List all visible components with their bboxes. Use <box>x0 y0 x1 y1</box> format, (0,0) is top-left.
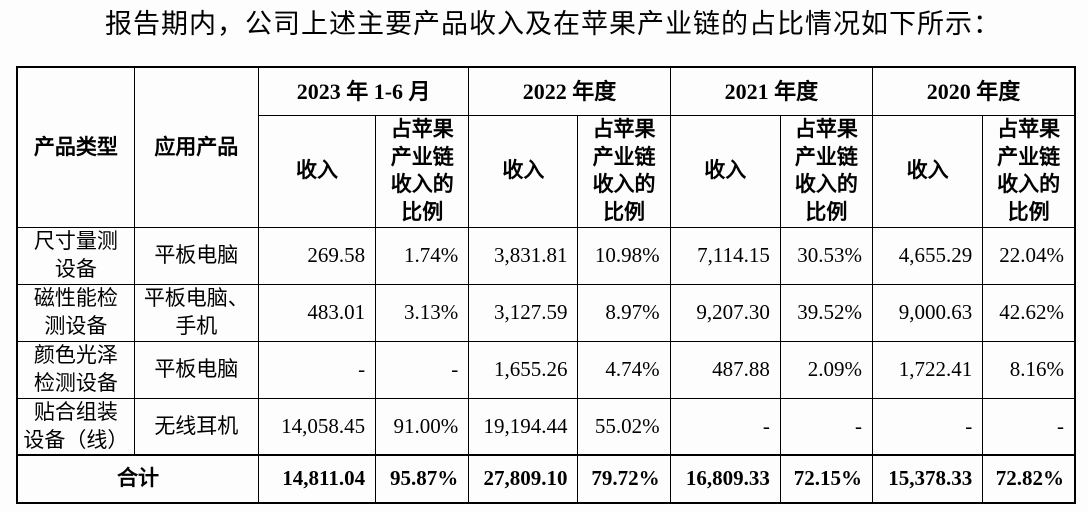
product-type-cell: 颜色光泽 检测设备 <box>16 340 135 399</box>
product-type-cell: 磁性能检 测设备 <box>16 283 135 342</box>
ratio-header-text: 占苹果 产业链 收入的 比例 <box>794 116 858 225</box>
ratio-cell: 30.53% <box>779 226 874 285</box>
period-header-2020: 2020 年度 <box>872 66 1076 116</box>
revenue-header-2023h1: 收入 <box>257 114 377 228</box>
ratio-cell: 10.98% <box>577 226 671 285</box>
applied-product-cell: 无线耳机 <box>133 397 259 456</box>
revenue-cell: 7,114.15 <box>669 226 781 285</box>
revenue-cell: 3,831.81 <box>468 226 579 285</box>
ratio-cell: 8.16% <box>982 340 1076 399</box>
revenue-cell: 1,722.41 <box>872 340 984 399</box>
revenue-cell: 1,655.26 <box>468 340 579 399</box>
ratio-header-text: 占苹果 产业链 收入的 比例 <box>390 116 454 225</box>
table-row: 颜色光泽 检测设备 平板电脑 - - 1,655.26 4.74% 487.88… <box>16 340 1076 399</box>
revenue-cell: 9,000.63 <box>872 283 984 342</box>
revenue-cell: 19,194.44 <box>468 397 579 456</box>
total-ratio-cell: 79.72% <box>577 454 671 504</box>
period-header-2023h1: 2023 年 1-6 月 <box>257 66 470 116</box>
revenue-cell: 14,058.45 <box>257 397 377 456</box>
revenue-cell: 4,655.29 <box>872 226 984 285</box>
revenue-cell: - <box>257 340 377 399</box>
page-title: 报告期内，公司上述主要产品收入及在苹果产业链的占比情况如下所示： <box>105 9 1001 39</box>
ratio-header-text: 占苹果 产业链 收入的 比例 <box>592 116 656 225</box>
ratio-cell: - <box>375 340 470 399</box>
revenue-cell: 269.58 <box>257 226 377 285</box>
total-ratio-cell: 72.15% <box>779 454 874 504</box>
ratio-cell: 39.52% <box>779 283 874 342</box>
total-ratio-cell: 95.87% <box>375 454 470 504</box>
total-revenue-cell: 14,811.04 <box>257 454 377 504</box>
ratio-header-2021: 占苹果 产业链 收入的 比例 <box>779 114 874 228</box>
sub-header-row: 收入 占苹果 产业链 收入的 比例 收入 占苹果 产业链 收入的 比例 收入 占… <box>17 114 1076 228</box>
table-row: 磁性能检 测设备 平板电脑、 手机 483.01 3.13% 3,127.59 … <box>16 283 1076 342</box>
ratio-cell: 22.04% <box>982 226 1076 285</box>
product-revenue-table: 产品类型 应用产品 2023 年 1-6 月 2022 年度 2021 年度 2… <box>16 66 1076 505</box>
revenue-header-2022: 收入 <box>468 114 579 228</box>
ratio-cell: - <box>779 397 874 456</box>
ratio-header-text: 占苹果 产业链 收入的 比例 <box>997 116 1061 225</box>
total-row: 合计 14,811.04 95.87% 27,809.10 79.72% 16,… <box>16 454 1076 504</box>
ratio-cell: 8.97% <box>577 283 671 342</box>
total-revenue-cell: 15,378.33 <box>872 454 984 504</box>
col-header-applied-product: 应用产品 <box>133 66 259 228</box>
col-header-product-type: 产品类型 <box>16 66 135 228</box>
period-header-2021: 2021 年度 <box>669 66 874 116</box>
revenue-cell: - <box>872 397 984 456</box>
ratio-header-2023h1: 占苹果 产业链 收入的 比例 <box>375 114 470 228</box>
ratio-cell: 3.13% <box>375 283 470 342</box>
ratio-cell: 2.09% <box>779 340 874 399</box>
revenue-cell: - <box>669 397 781 456</box>
revenue-cell: 3,127.59 <box>468 283 579 342</box>
revenue-header-2020: 收入 <box>872 114 984 228</box>
total-label: 合计 <box>16 454 259 504</box>
ratio-cell: - <box>982 397 1076 456</box>
revenue-cell: 9,207.30 <box>669 283 781 342</box>
ratio-cell: 1.74% <box>375 226 470 285</box>
total-ratio-cell: 72.82% <box>982 454 1076 504</box>
revenue-header-2021: 收入 <box>669 114 781 228</box>
revenue-cell: 483.01 <box>257 283 377 342</box>
ratio-header-2020: 占苹果 产业链 收入的 比例 <box>982 114 1076 228</box>
ratio-cell: 55.02% <box>577 397 671 456</box>
total-revenue-cell: 27,809.10 <box>468 454 579 504</box>
total-revenue-cell: 16,809.33 <box>669 454 781 504</box>
ratio-header-2022: 占苹果 产业链 收入的 比例 <box>577 114 671 228</box>
revenue-cell: 487.88 <box>669 340 781 399</box>
ratio-cell: 4.74% <box>577 340 671 399</box>
table-row: 尺寸量测 设备 平板电脑 269.58 1.74% 3,831.81 10.98… <box>16 226 1076 285</box>
applied-product-cell: 平板电脑 <box>133 226 259 285</box>
table-row: 贴合组装 设备（线） 无线耳机 14,058.45 91.00% 19,194.… <box>16 397 1076 456</box>
ratio-cell: 91.00% <box>375 397 470 456</box>
product-type-cell: 尺寸量测 设备 <box>16 226 135 285</box>
period-header-row: 产品类型 应用产品 2023 年 1-6 月 2022 年度 2021 年度 2… <box>16 66 1076 228</box>
product-type-cell: 贴合组装 设备（线） <box>16 397 135 456</box>
applied-product-cell: 平板电脑 <box>133 340 259 399</box>
period-header-2022: 2022 年度 <box>468 66 671 116</box>
ratio-cell: 42.62% <box>982 283 1076 342</box>
applied-product-cell: 平板电脑、 手机 <box>133 283 259 342</box>
